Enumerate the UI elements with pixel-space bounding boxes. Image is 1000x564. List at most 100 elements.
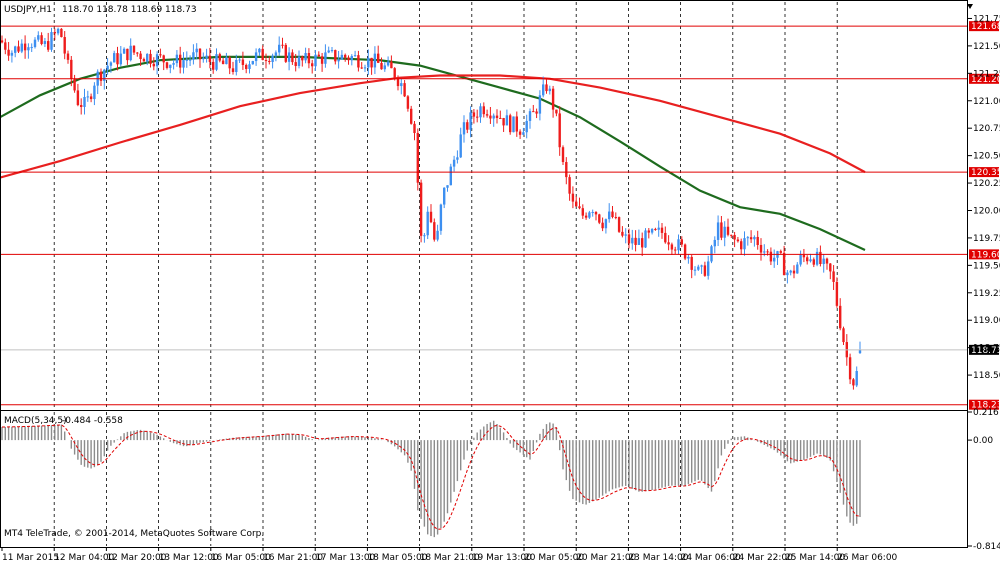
time-tick-label: 12 Mar 04:00 — [54, 553, 114, 563]
candle-body — [439, 204, 443, 231]
candle-body — [40, 35, 43, 44]
candle-body — [320, 56, 324, 64]
candle-body — [779, 251, 782, 253]
macd-tick-label: -0.814 — [973, 542, 1000, 552]
candle-body — [37, 35, 40, 40]
candle-body — [70, 59, 73, 79]
candle-body — [202, 58, 205, 60]
candle-body — [565, 162, 568, 178]
candle-body — [614, 217, 617, 219]
candle-body — [63, 37, 66, 54]
candle-body — [693, 269, 697, 271]
candle-body — [340, 54, 344, 60]
candle-body — [538, 95, 542, 114]
candle-body — [162, 55, 165, 63]
candle-body — [641, 238, 644, 248]
candle-body — [561, 147, 565, 163]
candle-body — [205, 55, 208, 59]
candle-body — [683, 244, 687, 259]
candle-body — [759, 244, 763, 253]
horizontal-levels: 121.68 121.20 120.35 119.60 118.23 118.73 — [0, 21, 1000, 411]
candle-body — [314, 54, 317, 67]
macd-axis: 0.216 0.00 -0.814 — [968, 408, 1000, 552]
candle-body — [835, 281, 839, 306]
time-tick-label: 17 Mar 13:00 — [315, 553, 375, 563]
candle-body — [773, 257, 776, 262]
candle-body — [756, 236, 759, 245]
candle-body — [680, 239, 683, 245]
level-tag — [969, 399, 999, 410]
candle-body — [743, 238, 746, 250]
level-tag-label: 118.23 — [971, 401, 1000, 411]
candle-body — [390, 61, 393, 69]
candle-body — [720, 222, 723, 238]
level-tag — [969, 249, 999, 260]
candle-body — [703, 265, 707, 276]
candle-body — [212, 61, 215, 70]
candle-body — [604, 219, 608, 229]
level-tag-label: 121.20 — [971, 75, 1000, 85]
candle-body — [317, 54, 320, 57]
candle-body — [627, 234, 631, 244]
candle-body — [528, 111, 532, 121]
candle-body — [482, 106, 485, 115]
time-tick-label: 25 Mar 14:00 — [785, 553, 845, 563]
candle-body — [291, 52, 294, 63]
candle-body — [353, 55, 357, 57]
candle-body — [297, 56, 301, 66]
candle-body — [294, 62, 297, 66]
price-tick-label: 121.25 — [973, 69, 1000, 79]
candle-body — [7, 49, 10, 56]
candle-body — [73, 78, 76, 91]
candle-body — [400, 83, 403, 87]
candle-body — [103, 69, 106, 81]
ohlc-label: 118.70 118.78 118.69 118.73 — [62, 5, 197, 15]
candle-body — [545, 84, 548, 92]
candle-body — [419, 182, 423, 236]
candle-body — [241, 59, 245, 65]
candle-body — [740, 241, 743, 250]
candle-body — [664, 232, 667, 243]
candle-body — [126, 48, 129, 61]
candle-body — [462, 122, 466, 135]
candle-body — [842, 328, 845, 343]
macd-panel: 0.216 0.00 -0.814 MACD(5,34,5) -0.484 -0.5… — [1, 408, 1000, 552]
candle-body — [89, 96, 93, 100]
candle-body — [509, 115, 512, 133]
candle-body — [733, 234, 736, 240]
symbol-label: USDJPY,H1 — [4, 5, 52, 15]
main-panel: 121.68 121.20 120.35 119.60 118.23 118.73 121… — [0, 2, 1000, 411]
candle-body — [350, 56, 353, 61]
candle-body — [621, 231, 624, 236]
candle-body — [218, 54, 221, 61]
candle-body — [380, 62, 383, 70]
candle-body — [330, 50, 334, 52]
candle-body — [238, 59, 241, 61]
candle-body — [832, 271, 835, 282]
macd-series-label: MACD(5,34,5) — [4, 416, 67, 426]
level-tag — [969, 73, 999, 84]
candle-body — [601, 222, 604, 229]
candle-body — [47, 41, 50, 50]
candle-body — [551, 88, 555, 110]
candle-body — [165, 62, 169, 68]
candle-body — [598, 214, 601, 223]
candle-body — [697, 266, 700, 270]
candle-body — [278, 44, 281, 53]
price-tick-label: 120.00 — [973, 206, 1000, 216]
candle-body — [357, 55, 360, 68]
candle-body — [584, 215, 588, 218]
candle-body — [456, 157, 459, 160]
candle-body — [505, 115, 509, 126]
candle-body — [182, 60, 185, 68]
moving-average-line — [0, 74, 866, 179]
chart-menu-icon[interactable] — [967, 4, 973, 9]
price-tick-label: 118.75 — [973, 344, 1000, 354]
candle-body — [594, 211, 598, 215]
candle-body — [360, 67, 363, 69]
candle-body — [753, 236, 756, 240]
candle-body — [611, 211, 614, 218]
candle-body — [558, 113, 561, 148]
candle-body — [746, 237, 749, 239]
